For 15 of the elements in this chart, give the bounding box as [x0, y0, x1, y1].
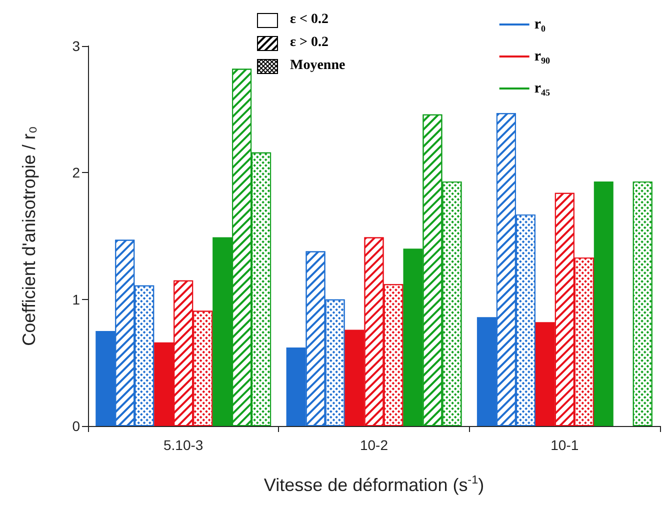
- y-tick-label: 0: [72, 418, 80, 434]
- y-tick-label: 2: [72, 164, 80, 181]
- legend-label: r₉₀: [534, 48, 551, 64]
- legend-label: r₄₅: [534, 80, 551, 96]
- legend-label: r₀: [534, 16, 546, 32]
- annotation: ε > 0.2: [290, 35, 328, 51]
- x-tick-label: 10-2: [360, 437, 388, 453]
- x-tick-label: 5.10-3: [163, 437, 204, 453]
- y-tick-label: 3: [72, 38, 80, 54]
- bar: [594, 182, 614, 426]
- y-tick-label: 1: [72, 291, 80, 308]
- text: ε < 0.2: [290, 12, 328, 28]
- annotation: Moyenne: [290, 58, 346, 74]
- x-tick-label: 10-1: [550, 437, 579, 453]
- y-axis-title: Coefficient d'anisotropie / r₀: [19, 126, 39, 346]
